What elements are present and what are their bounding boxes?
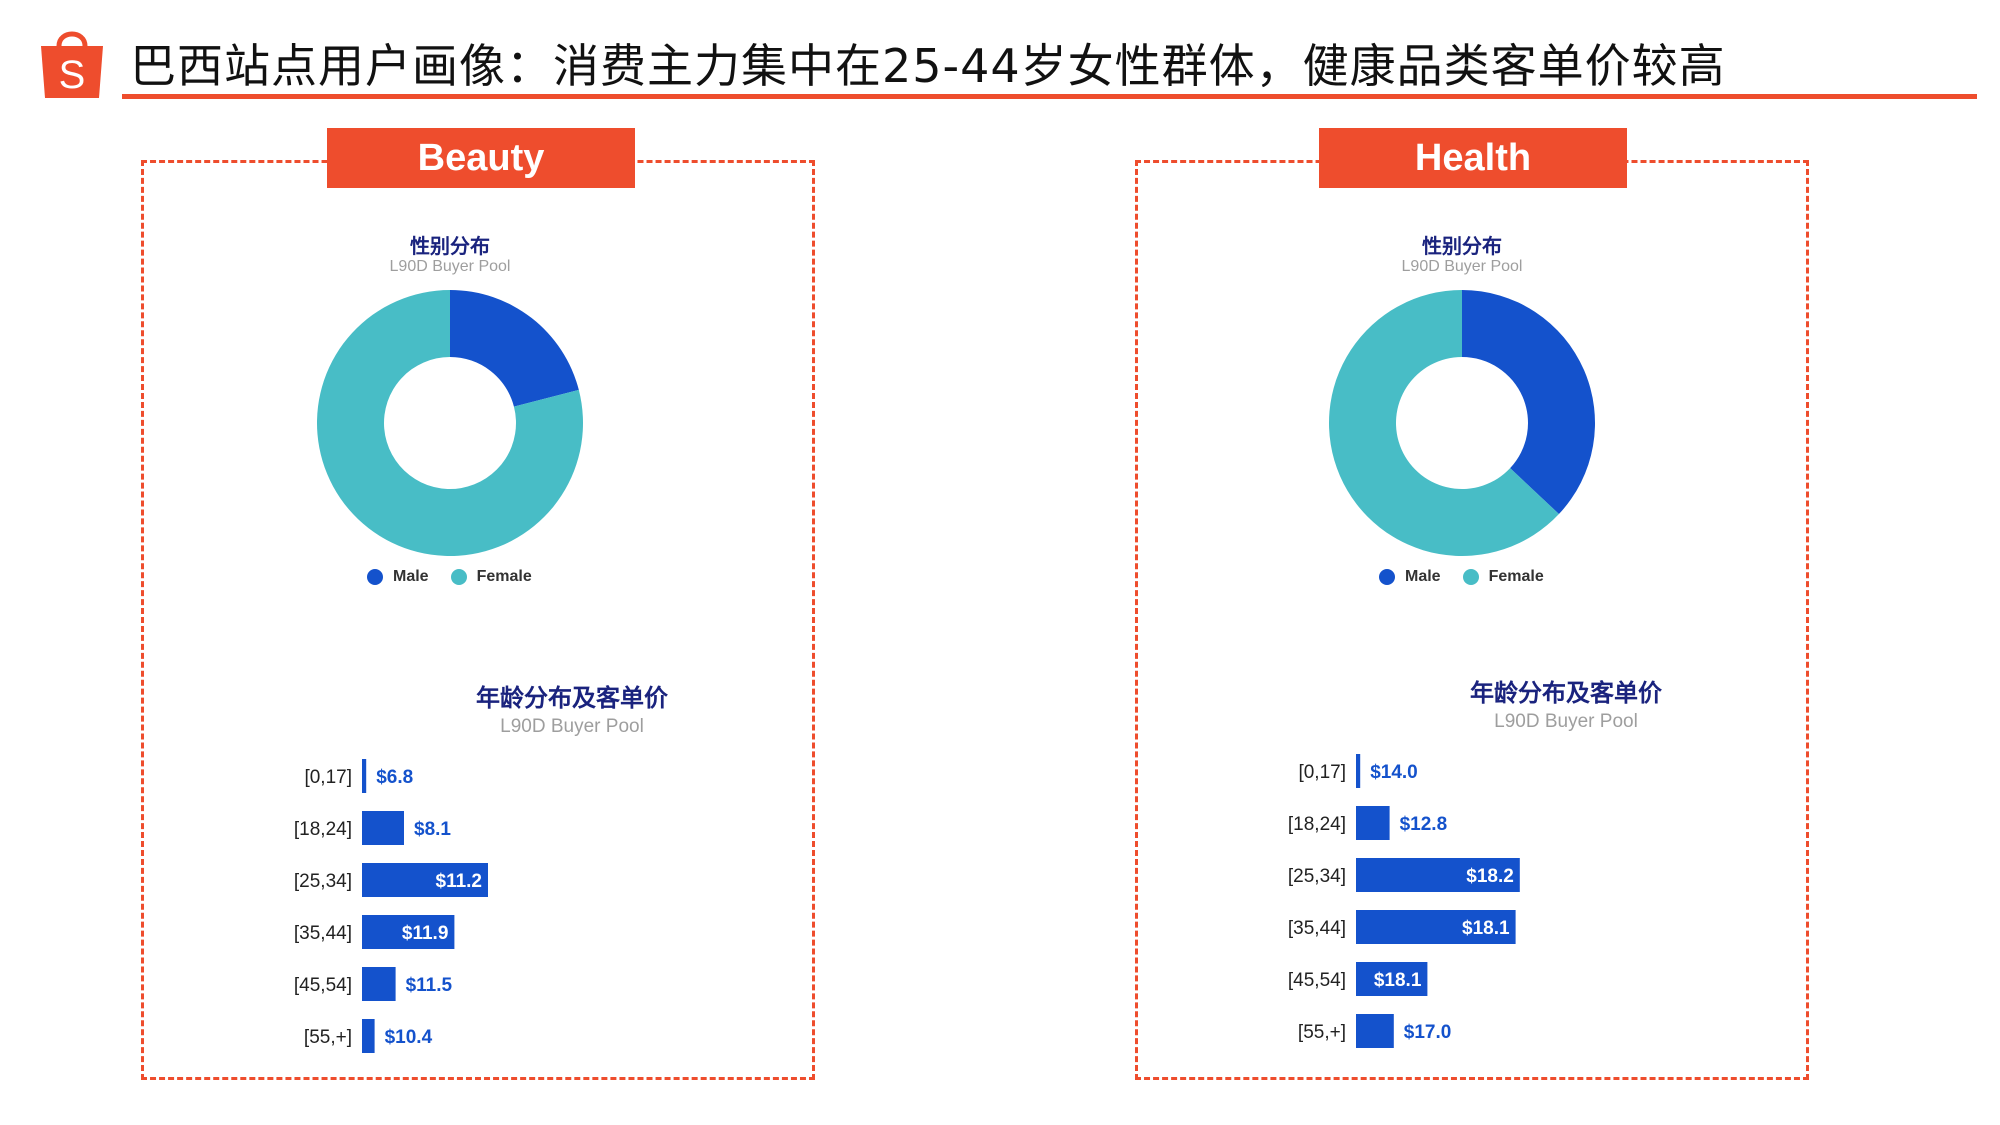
age-bar — [1356, 754, 1361, 788]
bar-category-label: [55,+] — [304, 1027, 352, 1048]
bar-data-label: $17.0 — [1404, 1022, 1452, 1043]
donut-slice-female — [317, 290, 583, 556]
bar-category-label: [25,34] — [294, 871, 352, 892]
title-divider — [122, 94, 1977, 99]
bar-chart-subtitle: L90D Buyer Pool — [1494, 711, 1638, 732]
gender-donut-chart — [317, 290, 583, 556]
bar-category-label: [55,+] — [1298, 1022, 1346, 1043]
bar-chart-title: 年龄分布及客单价 — [1470, 679, 1662, 707]
legend-dot-icon — [450, 569, 467, 585]
bar-category-label: [45,54] — [294, 975, 352, 996]
legend-label-female: Female — [1488, 568, 1544, 585]
legend-dot-icon — [1462, 569, 1479, 585]
age-bar — [362, 915, 455, 949]
donut-title: 性别分布 — [410, 234, 490, 258]
donut-slice-male — [450, 290, 579, 407]
bar-category-label: [35,44] — [1288, 918, 1346, 939]
bar-data-label: $8.1 — [414, 819, 451, 840]
donut-slice-female — [1329, 290, 1559, 556]
donut-subtitle: L90D Buyer Pool — [389, 258, 511, 275]
shopee-logo-icon: S — [41, 31, 103, 98]
bar-category-label: [0,17] — [304, 767, 352, 788]
age-bar — [362, 811, 404, 845]
bar-data-label: $11.9 — [402, 923, 449, 944]
age-bar — [1356, 910, 1516, 944]
bar-data-label: $12.8 — [1400, 814, 1448, 835]
bar-data-label: $11.2 — [436, 871, 483, 892]
donut-title: 性别分布 — [1422, 234, 1502, 258]
logo-letter: S — [59, 53, 86, 97]
donut-legend: Male Female — [367, 568, 532, 586]
legend-dot-icon — [367, 569, 383, 585]
gender-donut-chart — [1329, 290, 1595, 556]
legend-item-female: Female — [1462, 568, 1544, 586]
bar-data-label: $11.5 — [406, 975, 453, 996]
legend-item-male: Male — [367, 568, 429, 586]
age-bar — [362, 967, 396, 1001]
bar-chart-subtitle: L90D Buyer Pool — [500, 716, 644, 737]
donut-subtitle: L90D Buyer Pool — [1401, 258, 1523, 275]
age-bar-chart: [0,17] $6.8 [18,24] $8.1 [25,34] $11.2 [35,44]… — [294, 759, 488, 1053]
donut-slice-male — [1462, 290, 1595, 515]
legend-item-male: Male — [1379, 568, 1441, 586]
age-bar-chart: [0,17] $14.0 [18,24] $12.8 [25,34] $18.2 [35,4… — [1288, 754, 1520, 1048]
age-bar — [362, 863, 488, 897]
age-bar — [1356, 1014, 1394, 1048]
legend-label-female: Female — [476, 568, 532, 585]
page-title: 巴西站点用户画像：消费主力集中在25-44岁女性群体，健康品类客单价较高 — [130, 39, 1726, 93]
age-bar — [362, 1019, 375, 1053]
bar-chart-title: 年龄分布及客单价 — [476, 684, 668, 712]
legend-label-male: Male — [393, 568, 429, 585]
beauty-panel: Beauty 性别分布 L90D Buyer Pool Male Female … — [141, 128, 815, 1080]
bar-category-label: [25,34] — [1288, 866, 1346, 887]
bar-category-label: [18,24] — [1288, 814, 1346, 835]
age-bar — [362, 759, 367, 793]
bar-category-label: [18,24] — [294, 819, 352, 840]
legend-item-female: Female — [450, 568, 532, 586]
age-bar — [1356, 962, 1428, 996]
bar-data-label: $18.2 — [1466, 866, 1514, 887]
panel-tag-health: Health — [1319, 128, 1627, 188]
bar-data-label: $18.1 — [1462, 918, 1510, 939]
bar-data-label: $10.4 — [385, 1027, 433, 1048]
bar-category-label: [0,17] — [1298, 762, 1346, 783]
age-bar — [1356, 806, 1390, 840]
bar-data-label: $18.1 — [1374, 970, 1422, 991]
bar-category-label: [35,44] — [294, 923, 352, 944]
bar-data-label: $6.8 — [376, 767, 413, 788]
age-bar — [1356, 858, 1520, 892]
panel-tag-beauty: Beauty — [327, 128, 635, 188]
legend-dot-icon — [1379, 569, 1395, 585]
bar-data-label: $14.0 — [1370, 762, 1418, 783]
bar-category-label: [45,54] — [1288, 970, 1346, 991]
donut-legend: Male Female — [1379, 568, 1544, 586]
health-panel: Health 性别分布 L90D Buyer Pool Male Female … — [1135, 128, 1809, 1080]
legend-label-male: Male — [1405, 568, 1441, 585]
